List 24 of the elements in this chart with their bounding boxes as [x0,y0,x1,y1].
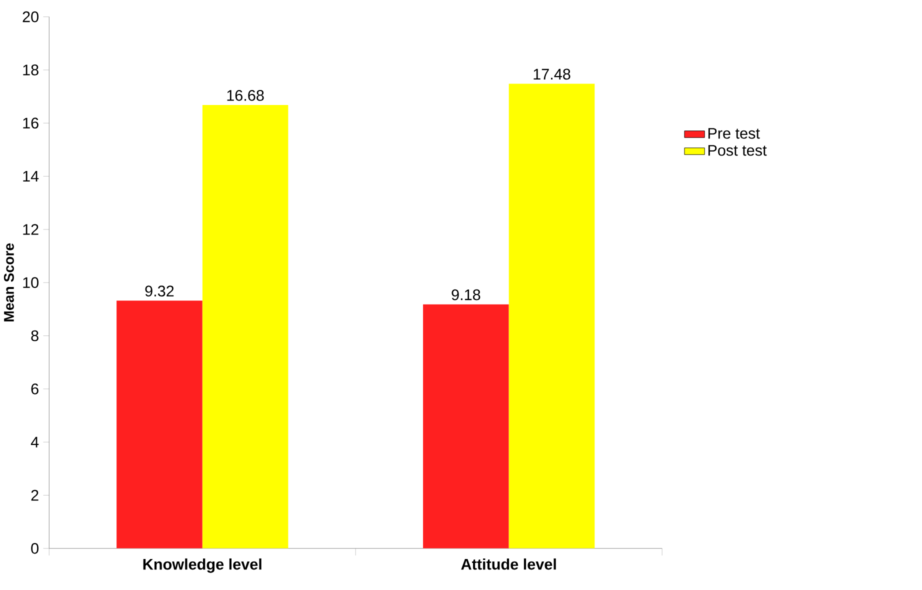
y-tick-label: 6 [31,384,38,395]
bar [116,300,202,549]
y-tick-label: 16 [23,118,38,129]
x-tick-label: Attitude level [461,558,556,570]
legend-label: Pre test [708,128,760,139]
bar [202,105,288,549]
y-tick-label: 0 [31,543,38,554]
y-tick-label: 14 [23,171,39,182]
y-tick-label: 18 [23,64,38,76]
y-tick-label: 20 [22,12,38,22]
y-tick-label: 10 [23,277,38,288]
data-label: 9.18 [452,290,480,300]
y-tick-label: 8 [31,330,38,342]
y-axis-title: Mean Score [4,244,14,322]
x-tick-label: Knowledge level [143,558,262,573]
y-tick-label: 4 [30,436,39,448]
legend-label: Post test [708,145,767,156]
y-tick-label: 2 [31,490,38,501]
bar [423,304,509,549]
data-label: 16.68 [227,90,264,102]
data-label: 17.48 [534,68,570,80]
bar [508,84,595,549]
data-label: 9.32 [145,286,174,297]
y-tick-label: 12 [23,224,38,235]
